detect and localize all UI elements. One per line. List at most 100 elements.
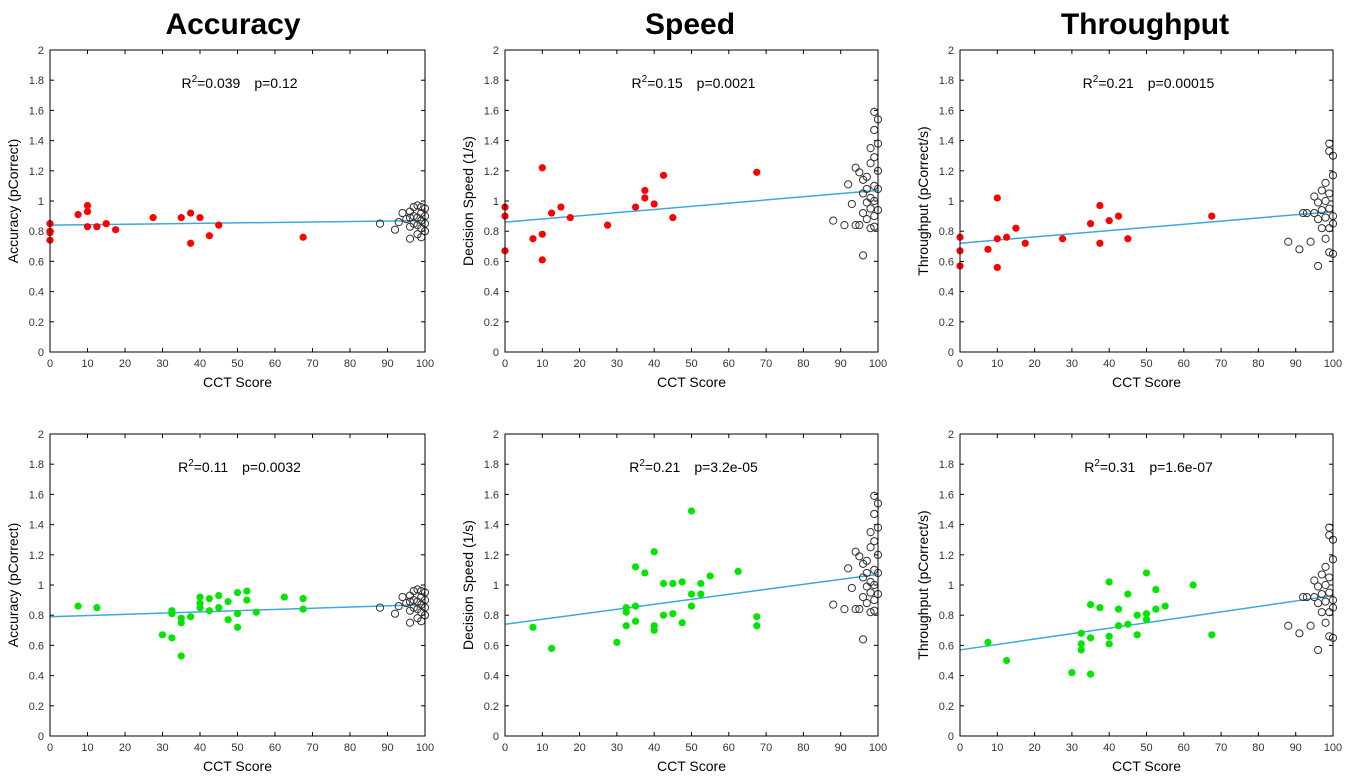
x-tick-label: 10 [536, 742, 548, 754]
data-point-hollow [1317, 205, 1326, 215]
data-point [641, 569, 649, 577]
data-point [529, 623, 537, 631]
y-tick-label: 0.4 [29, 671, 44, 683]
data-point [1086, 220, 1095, 228]
y-tick-label: 1.4 [29, 520, 44, 532]
data-point-hollow [1321, 562, 1330, 571]
x-tick-label: 70 [760, 358, 772, 370]
data-point [196, 593, 204, 601]
data-point [1096, 239, 1104, 247]
y-tick-label: 1.4 [484, 520, 499, 532]
data-point [753, 622, 761, 630]
data-point-hollow [858, 592, 868, 602]
data-point-hollow [829, 216, 838, 225]
y-tick-label: 0 [38, 347, 44, 359]
data-point-hollow [1321, 178, 1330, 187]
y-axis-label: Decision Speed (1/s) [460, 136, 476, 266]
x-tick-label: 100 [416, 358, 434, 370]
data-point [734, 567, 742, 576]
x-tick-label: 40 [194, 358, 206, 370]
data-point-hollow [1325, 147, 1334, 156]
data-point-hollow [858, 635, 868, 644]
data-point-hollow [405, 234, 415, 243]
stat-annotation: R2=0.15 p=0.0021 [632, 74, 756, 91]
data-point [650, 626, 658, 634]
data-point [641, 194, 649, 202]
x-tick-label: 20 [573, 742, 585, 754]
data-point [1142, 616, 1151, 624]
data-point [622, 622, 630, 630]
data-point [1105, 217, 1113, 225]
x-tick-label: 20 [573, 358, 585, 370]
data-point-hollow [1325, 531, 1334, 540]
data-point [631, 203, 640, 211]
data-point [74, 602, 82, 610]
data-point-hollow [1325, 189, 1334, 198]
data-point [1058, 235, 1067, 243]
data-point [243, 587, 251, 595]
data-point-hollow [413, 585, 422, 594]
data-point-hollow [375, 219, 385, 228]
data-point-hollow [398, 208, 407, 218]
scatter-panel-6: 00.20.40.60.811.21.41.61.820 10 20 30 40 50 60… [915, 429, 1342, 774]
data-point [233, 623, 242, 631]
data-point-hollow [862, 556, 871, 565]
data-point [1114, 212, 1123, 220]
y-axis-label: Throughput (pCorrect/s) [915, 126, 931, 275]
data-point [538, 164, 546, 172]
stat-annotation: R2=0.11 p=0.0032 [178, 458, 301, 475]
x-tick-label: 70 [1215, 742, 1227, 754]
data-point [566, 214, 574, 222]
y-tick-label: 0 [948, 731, 954, 743]
data-point-hollow [1317, 186, 1326, 195]
column-titles: Accuracy Speed Throughput [165, 8, 1229, 41]
data-point [243, 596, 251, 604]
data-point [1152, 605, 1160, 613]
x-tick-label: 10 [81, 358, 93, 370]
data-point [1189, 581, 1197, 589]
y-tick-label: 1.2 [939, 550, 954, 562]
data-point [650, 200, 658, 208]
y-tick-label: 1.8 [29, 75, 44, 87]
x-tick-label: 80 [344, 358, 356, 370]
y-tick-label: 0.8 [484, 226, 499, 238]
y-tick-label: 0.6 [484, 256, 499, 268]
filled-points [529, 507, 761, 653]
y-tick-label: 1.8 [939, 75, 954, 87]
y-tick-label: 0.4 [939, 287, 954, 299]
data-point [1208, 212, 1216, 220]
x-tick-label: 100 [1324, 742, 1342, 754]
data-point [622, 608, 630, 616]
data-point-hollow [858, 189, 868, 198]
y-axis-label: Decision Speed (1/s) [460, 520, 476, 650]
x-tick-label: 70 [306, 358, 318, 370]
x-tick-label: 100 [869, 742, 887, 754]
x-tick-label: 10 [991, 358, 1003, 370]
y-tick-label: 0 [493, 347, 499, 359]
data-point [706, 572, 714, 580]
column-title-throughput: Throughput [1061, 8, 1229, 41]
data-point-hollow [866, 528, 875, 537]
data-point [1142, 569, 1151, 577]
y-tick-label: 0.4 [484, 287, 499, 299]
x-tick-label: 40 [648, 358, 660, 370]
y-tick-label: 1.8 [484, 459, 499, 471]
y-tick-label: 1.8 [484, 75, 499, 87]
data-point-hollow [394, 602, 403, 611]
y-axis-label: Accuracy (pCorrect) [5, 523, 21, 647]
data-point-hollow [858, 251, 868, 260]
y-tick-label: 0.2 [484, 317, 499, 329]
y-tick-label: 1.4 [29, 136, 44, 148]
data-point-hollow [1284, 621, 1293, 630]
data-point [993, 263, 1001, 272]
data-point [93, 604, 101, 612]
data-point-hollow [855, 168, 864, 177]
data-point [1096, 604, 1104, 612]
hollow-points [375, 201, 430, 243]
x-tick-label: 50 [1140, 742, 1152, 754]
data-point [1124, 620, 1132, 628]
column-title-speed: Speed [645, 8, 735, 41]
x-tick-label: 50 [685, 358, 697, 370]
y-tick-label: 0.2 [29, 317, 44, 329]
data-point [280, 593, 288, 601]
